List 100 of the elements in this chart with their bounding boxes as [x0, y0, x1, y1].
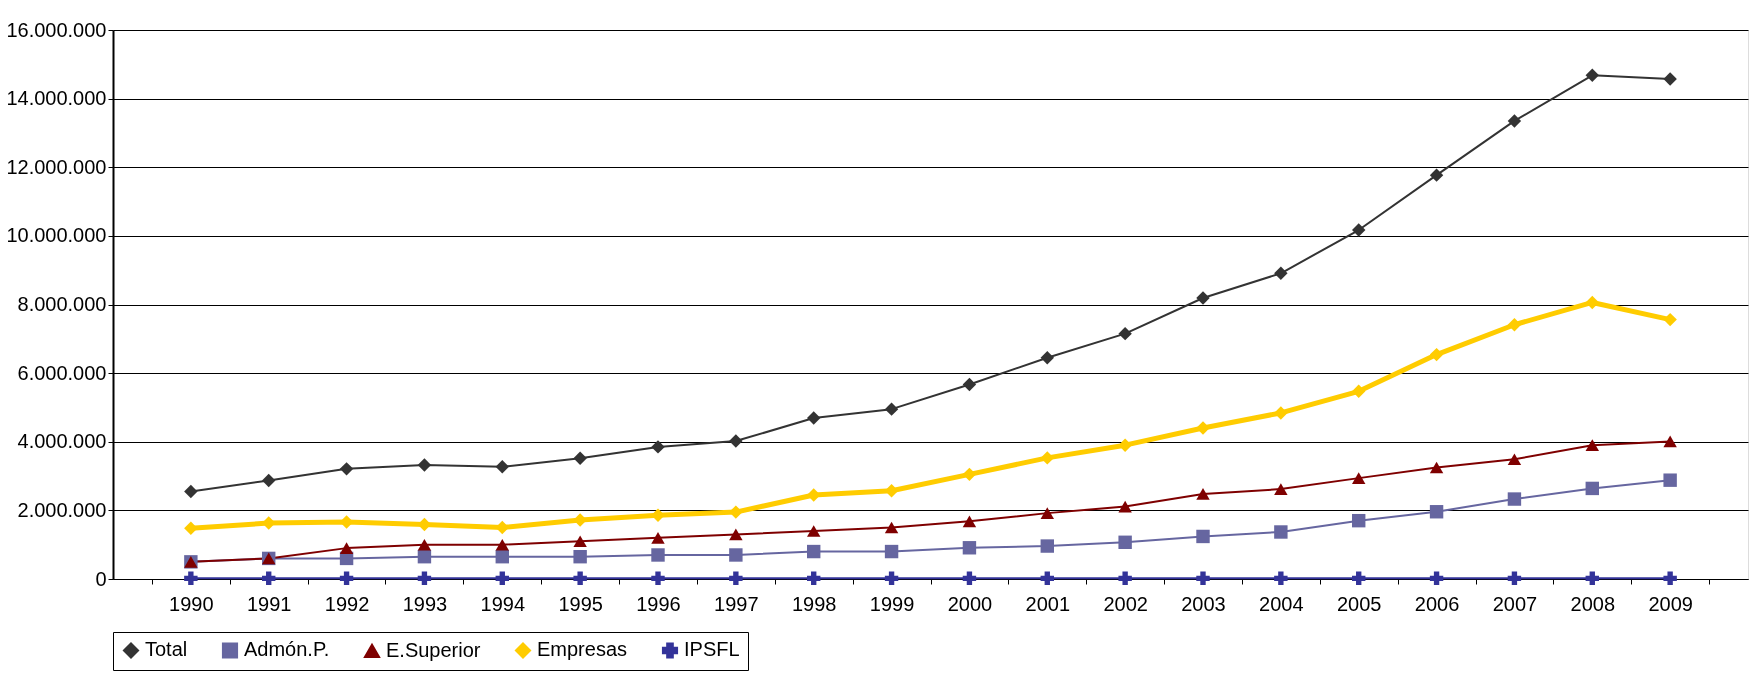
point	[1429, 168, 1444, 182]
point	[807, 411, 821, 425]
y-tick-label: 4.000.000	[17, 430, 107, 453]
legend-label: IPSFL	[684, 638, 740, 661]
y-tick-label: 10.000.000	[6, 224, 107, 247]
point	[962, 515, 977, 528]
point	[807, 525, 821, 537]
point	[1507, 453, 1522, 466]
x-tick-label: 2003	[1181, 592, 1226, 615]
point	[1507, 318, 1522, 332]
point	[495, 538, 509, 551]
x-tick-label: 1997	[714, 592, 759, 615]
point	[651, 532, 665, 544]
point	[651, 440, 665, 454]
point	[1663, 72, 1677, 86]
point	[1663, 473, 1677, 487]
y-tick-label: 8.000.000	[17, 293, 107, 315]
point	[1429, 461, 1444, 474]
x-tick-label: 1998	[791, 592, 837, 615]
point	[1118, 438, 1132, 452]
point	[962, 377, 977, 392]
x-tick-label: 1991	[246, 592, 292, 615]
point	[1196, 488, 1210, 500]
point	[651, 508, 665, 522]
point	[1352, 513, 1366, 528]
point	[1352, 472, 1366, 484]
point	[1585, 68, 1599, 82]
y-tick-label: 14.000.000	[6, 87, 107, 110]
point	[1196, 421, 1210, 435]
point	[573, 451, 587, 465]
point	[1040, 571, 1054, 586]
y-tick-label: 2.000.000	[17, 498, 107, 521]
x-tick-label: 1990	[169, 592, 214, 615]
y-tick-label: 12.000.000	[6, 155, 107, 178]
point	[573, 535, 587, 548]
point	[417, 571, 432, 586]
point	[1352, 384, 1366, 399]
point	[884, 521, 899, 534]
point	[495, 549, 509, 564]
point	[417, 517, 432, 532]
point	[962, 541, 977, 555]
point	[1585, 439, 1599, 451]
point	[339, 462, 354, 476]
point	[1507, 492, 1522, 506]
x-tick-label: 2009	[1648, 592, 1693, 615]
point	[262, 571, 276, 586]
point	[1274, 525, 1288, 539]
point	[1429, 347, 1444, 362]
x-tick-label: 1999	[869, 592, 915, 615]
point	[884, 484, 899, 498]
point	[1663, 312, 1677, 327]
legend-label: Total	[145, 638, 188, 661]
point	[1196, 571, 1210, 586]
point	[884, 571, 899, 586]
point	[807, 488, 821, 502]
point	[807, 571, 821, 586]
point	[729, 505, 743, 519]
point	[184, 484, 198, 499]
point	[1196, 529, 1210, 544]
y-tick-label: 0	[95, 567, 107, 590]
point	[651, 571, 665, 586]
point	[1352, 223, 1366, 237]
x-tick-label: 1994	[480, 592, 526, 615]
legend-label: E.Superior	[386, 638, 481, 661]
point	[1118, 500, 1132, 513]
point	[1274, 571, 1288, 586]
x-tick-label: 2007	[1492, 592, 1538, 615]
point	[417, 538, 432, 551]
point	[417, 549, 432, 564]
point	[729, 548, 743, 562]
point	[1040, 451, 1054, 465]
x-tick-label: 1996	[636, 592, 681, 615]
y-tick-label: 6.000.000	[17, 361, 107, 384]
point	[184, 521, 198, 535]
point	[962, 571, 977, 586]
point	[495, 460, 509, 474]
point	[1585, 295, 1599, 310]
legend-label: Empresas	[537, 638, 628, 661]
point	[1040, 539, 1054, 553]
x-tick-label: 1995	[558, 592, 603, 615]
point	[1585, 481, 1599, 496]
x-tick-label: 1992	[324, 592, 370, 615]
point	[651, 548, 665, 562]
point	[1663, 435, 1677, 448]
point	[729, 528, 743, 541]
point	[729, 434, 743, 448]
point	[417, 458, 432, 472]
point	[1196, 291, 1210, 305]
point	[262, 516, 276, 530]
point	[807, 544, 821, 559]
point	[573, 549, 587, 564]
x-tick-label: 2000	[947, 592, 993, 615]
x-tick-label: 2008	[1570, 592, 1616, 615]
point	[1507, 571, 1522, 586]
point	[1429, 505, 1444, 519]
x-tick-label: 2006	[1414, 592, 1460, 615]
point	[884, 544, 899, 559]
point	[339, 571, 354, 586]
point	[339, 542, 354, 554]
point	[495, 520, 509, 535]
